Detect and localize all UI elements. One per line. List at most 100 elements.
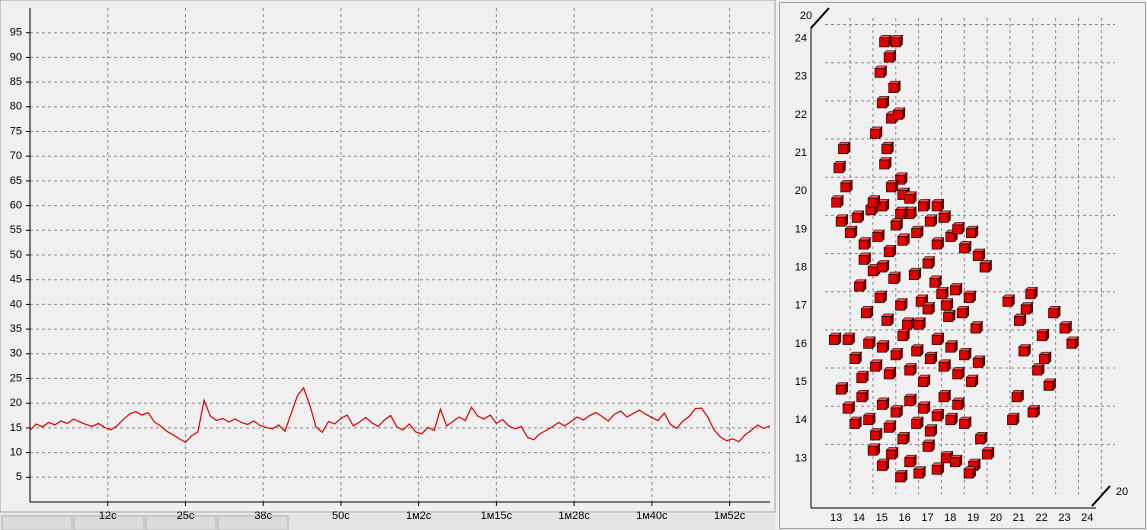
cube-top: [885, 447, 899, 451]
right-panel: [779, 2, 1146, 529]
cube-top: [897, 328, 911, 333]
cube-front: [956, 308, 967, 319]
point: [874, 290, 888, 304]
cube-front: [858, 239, 869, 250]
cube-front: [856, 392, 867, 403]
y-tick-label: 85: [10, 76, 22, 88]
cube-top: [910, 416, 924, 420]
point: [1006, 412, 1020, 426]
y-tick-label: 40: [10, 298, 22, 310]
cube-top: [940, 451, 954, 455]
cube-front: [890, 350, 901, 361]
cube-top: [945, 340, 959, 344]
cube-front: [892, 110, 903, 120]
y-tick-label: 23: [795, 71, 807, 83]
cube-top: [949, 454, 963, 458]
cube-front: [1025, 289, 1036, 300]
point: [835, 381, 849, 395]
y-tick-label: 65: [10, 175, 22, 187]
cube-front: [950, 285, 960, 296]
cube-front: [876, 342, 887, 353]
point: [887, 80, 901, 94]
point: [1066, 336, 1080, 350]
cube-top: [881, 141, 895, 146]
cube-front: [929, 277, 940, 288]
cube-top: [958, 241, 972, 245]
x-tick-label: 12с: [99, 510, 117, 522]
cube-top: [853, 279, 867, 283]
cube-front: [858, 255, 869, 265]
cube-top: [903, 363, 917, 367]
cube-front: [835, 384, 846, 395]
x-tick-label: 1м28с: [558, 510, 590, 522]
tab-strip: [0, 514, 775, 530]
cube-front: [1018, 346, 1029, 357]
cube-top: [862, 412, 876, 417]
cube-front: [897, 331, 908, 342]
cube-top: [903, 393, 917, 397]
cube-front: [842, 403, 853, 414]
cube-top: [913, 317, 927, 321]
cube-top: [935, 286, 949, 291]
line-series: [29, 386, 771, 443]
cube-front: [1039, 354, 1049, 364]
cube-top: [849, 351, 863, 355]
point: [910, 343, 924, 357]
y-tick-label: 16: [795, 338, 807, 350]
x-tick-label: 38с: [254, 510, 272, 522]
cube-front: [870, 129, 880, 139]
cube-front: [913, 319, 924, 330]
y-tick-label: 19: [795, 223, 807, 235]
cube-front: [931, 464, 942, 475]
cube-front: [975, 434, 985, 445]
cube-top: [856, 370, 869, 375]
y-tick-label: 13: [795, 452, 807, 464]
point: [931, 408, 945, 422]
point: [897, 328, 911, 342]
point: [883, 49, 897, 63]
cube-top: [1002, 294, 1016, 298]
point: [922, 256, 936, 269]
cube-front: [1032, 365, 1042, 376]
cube-front: [913, 468, 924, 479]
cube-front: [922, 442, 933, 452]
point: [979, 259, 993, 273]
cube-front: [904, 457, 915, 468]
cube-top: [892, 107, 906, 111]
cube-top: [858, 237, 872, 241]
point: [840, 179, 853, 193]
point: [828, 332, 842, 346]
cube-front: [879, 159, 889, 170]
cube-top: [965, 225, 979, 229]
point: [1020, 301, 1034, 315]
cube-front: [1043, 381, 1054, 391]
cube-front: [952, 400, 962, 410]
point: [922, 439, 936, 453]
cube-front: [879, 37, 889, 48]
cube-front: [952, 224, 962, 235]
cube-top: [951, 397, 965, 401]
cube-top: [910, 225, 924, 229]
cube-front: [936, 289, 947, 300]
z-axis-top: [810, 7, 830, 29]
cube-front: [883, 422, 894, 433]
point: [929, 275, 943, 289]
point: [951, 397, 965, 411]
cube-top: [867, 195, 881, 199]
cube-front: [1048, 308, 1058, 319]
point: [958, 347, 972, 361]
x-tick-label: 23: [1058, 512, 1070, 524]
cube-top: [858, 252, 872, 256]
point: [951, 366, 965, 380]
cube-top: [931, 332, 945, 336]
cube-front: [1007, 415, 1017, 426]
z-tick-label: 20: [800, 10, 812, 22]
cube-top: [908, 267, 922, 271]
cube-top: [835, 214, 849, 218]
cube-front: [870, 430, 880, 441]
point: [1013, 313, 1027, 327]
point: [903, 362, 917, 376]
point: [931, 462, 945, 476]
cube-front: [881, 144, 892, 155]
point: [1059, 320, 1073, 334]
